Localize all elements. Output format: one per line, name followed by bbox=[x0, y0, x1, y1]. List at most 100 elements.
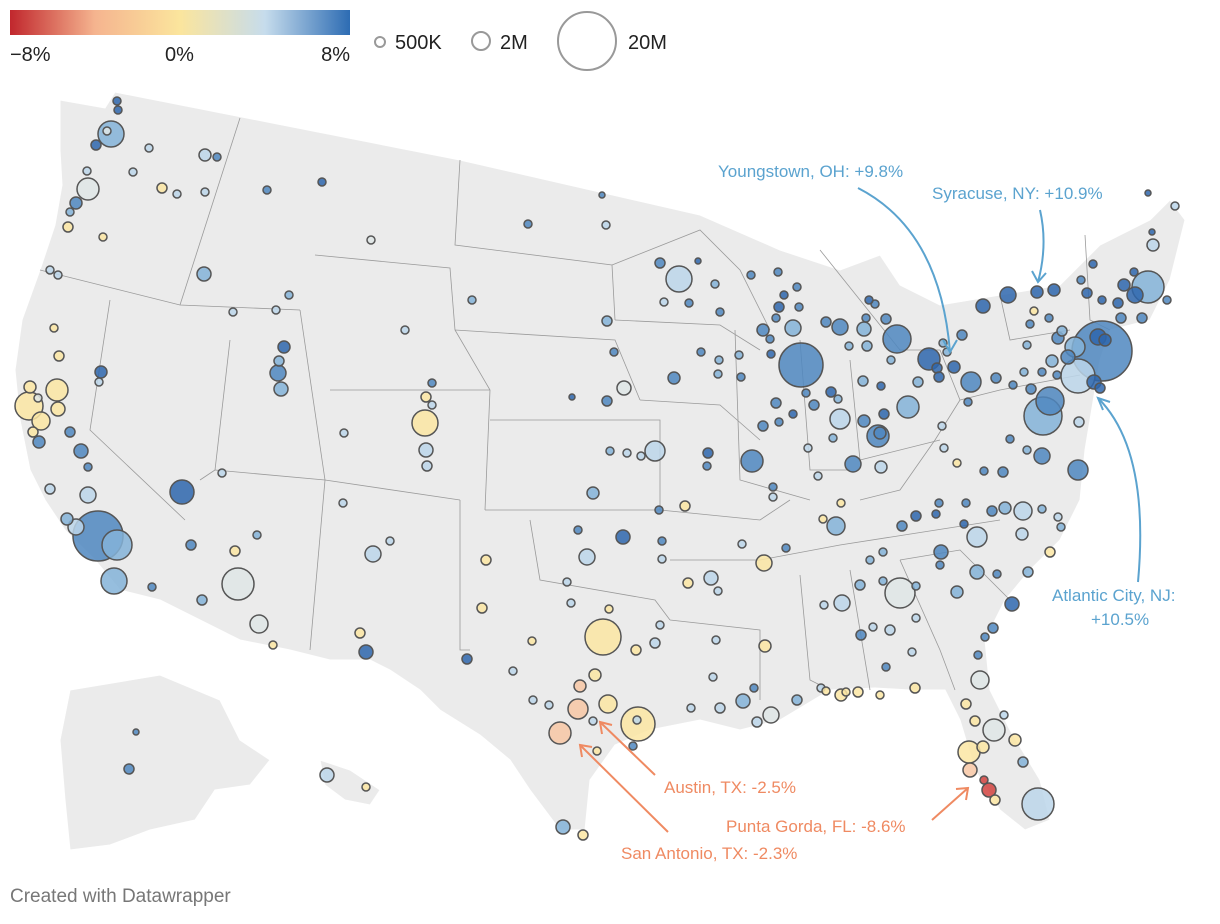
city-bubble[interactable] bbox=[933, 544, 949, 560]
city-bubble[interactable] bbox=[856, 321, 872, 337]
city-bubble[interactable] bbox=[852, 686, 864, 698]
city-bubble[interactable] bbox=[1112, 297, 1124, 309]
city-bubble[interactable] bbox=[1013, 501, 1033, 521]
city-bubble[interactable] bbox=[113, 105, 123, 115]
city-bubble[interactable] bbox=[987, 622, 999, 634]
city-bubble[interactable] bbox=[601, 315, 613, 327]
city-bubble[interactable] bbox=[694, 257, 702, 265]
city-bubble[interactable] bbox=[338, 498, 348, 508]
city-bubble[interactable] bbox=[632, 715, 642, 725]
city-bubble[interactable] bbox=[421, 460, 433, 472]
city-bubble[interactable] bbox=[655, 620, 665, 630]
city-bubble[interactable] bbox=[33, 393, 43, 403]
city-bubble[interactable] bbox=[708, 672, 718, 682]
city-bubble[interactable] bbox=[711, 635, 721, 645]
city-bubble[interactable] bbox=[97, 120, 125, 148]
city-bubble[interactable] bbox=[23, 380, 37, 394]
city-bubble[interactable] bbox=[196, 594, 208, 606]
city-bubble[interactable] bbox=[961, 498, 971, 508]
city-bubble[interactable] bbox=[880, 313, 892, 325]
city-bubble[interactable] bbox=[228, 307, 238, 317]
city-bubble[interactable] bbox=[714, 702, 726, 714]
city-bubble[interactable] bbox=[710, 279, 720, 289]
city-bubble[interactable] bbox=[649, 637, 661, 649]
city-bubble[interactable] bbox=[841, 687, 851, 697]
city-bubble[interactable] bbox=[990, 372, 1002, 384]
city-bubble[interactable] bbox=[573, 679, 587, 693]
city-bubble[interactable] bbox=[644, 440, 666, 462]
city-bubble[interactable] bbox=[249, 614, 269, 634]
city-bubble[interactable] bbox=[1045, 354, 1059, 368]
city-bubble[interactable] bbox=[715, 307, 725, 317]
city-bubble[interactable] bbox=[1029, 306, 1039, 316]
city-bubble[interactable] bbox=[76, 177, 100, 201]
city-bubble[interactable] bbox=[933, 371, 945, 383]
city-bubble[interactable] bbox=[83, 462, 93, 472]
city-bubble[interactable] bbox=[703, 570, 719, 586]
city-bubble[interactable] bbox=[480, 554, 492, 566]
city-bubble[interactable] bbox=[696, 347, 706, 357]
city-bubble[interactable] bbox=[910, 510, 922, 522]
city-bubble[interactable] bbox=[628, 741, 638, 751]
city-bubble[interactable] bbox=[273, 355, 285, 367]
city-bubble[interactable] bbox=[102, 126, 112, 136]
city-bubble[interactable] bbox=[657, 536, 667, 546]
city-bubble[interactable] bbox=[828, 433, 838, 443]
city-bubble[interactable] bbox=[878, 576, 888, 586]
city-bubble[interactable] bbox=[32, 435, 46, 449]
city-bubble[interactable] bbox=[427, 400, 437, 410]
city-bubble[interactable] bbox=[567, 698, 589, 720]
city-bubble[interactable] bbox=[128, 167, 138, 177]
city-bubble[interactable] bbox=[1170, 201, 1180, 211]
city-bubble[interactable] bbox=[665, 265, 693, 293]
city-bubble[interactable] bbox=[962, 762, 978, 778]
city-bubble[interactable] bbox=[997, 466, 1009, 478]
city-bubble[interactable] bbox=[366, 235, 376, 245]
city-bubble[interactable] bbox=[1037, 367, 1047, 377]
city-bubble[interactable] bbox=[746, 270, 756, 280]
city-bubble[interactable] bbox=[601, 220, 611, 230]
city-bubble[interactable] bbox=[960, 371, 982, 393]
city-bubble[interactable] bbox=[601, 395, 613, 407]
city-bubble[interactable] bbox=[568, 393, 576, 401]
city-bubble[interactable] bbox=[277, 340, 291, 354]
city-bubble[interactable] bbox=[1115, 312, 1127, 324]
city-bubble[interactable] bbox=[132, 728, 140, 736]
city-bubble[interactable] bbox=[884, 577, 916, 609]
city-bubble[interactable] bbox=[957, 740, 981, 764]
city-bubble[interactable] bbox=[461, 653, 473, 665]
city-bubble[interactable] bbox=[27, 426, 39, 438]
city-bubble[interactable] bbox=[734, 350, 744, 360]
city-bubble[interactable] bbox=[829, 408, 851, 430]
city-bubble[interactable] bbox=[1126, 286, 1144, 304]
city-bubble[interactable] bbox=[79, 486, 97, 504]
city-bubble[interactable] bbox=[584, 618, 622, 656]
city-bubble[interactable] bbox=[1144, 189, 1152, 197]
city-bubble[interactable] bbox=[956, 329, 968, 341]
city-bubble[interactable] bbox=[998, 501, 1012, 515]
city-bubble[interactable] bbox=[64, 426, 76, 438]
city-bubble[interactable] bbox=[200, 187, 210, 197]
city-bubble[interactable] bbox=[758, 639, 772, 653]
city-bubble[interactable] bbox=[911, 581, 921, 591]
city-bubble[interactable] bbox=[1148, 228, 1156, 236]
city-bubble[interactable] bbox=[749, 683, 759, 693]
city-bubble[interactable] bbox=[868, 622, 878, 632]
city-bubble[interactable] bbox=[467, 295, 477, 305]
city-bubble[interactable] bbox=[1117, 278, 1131, 292]
city-bubble[interactable] bbox=[90, 139, 102, 151]
city-bubble[interactable] bbox=[1008, 733, 1022, 747]
city-bubble[interactable] bbox=[737, 539, 747, 549]
city-bubble[interactable] bbox=[339, 428, 349, 438]
city-bubble[interactable] bbox=[269, 364, 287, 382]
city-bubble[interactable] bbox=[751, 716, 763, 728]
city-bubble[interactable] bbox=[975, 298, 991, 314]
city-bubble[interactable] bbox=[1044, 313, 1054, 323]
city-bubble[interactable] bbox=[169, 479, 195, 505]
city-bubble[interactable] bbox=[609, 347, 619, 357]
city-bubble[interactable] bbox=[262, 185, 272, 195]
city-bubble[interactable] bbox=[794, 302, 804, 312]
city-bubble[interactable] bbox=[123, 763, 135, 775]
city-bubble[interactable] bbox=[98, 232, 108, 242]
city-bubble[interactable] bbox=[588, 716, 598, 726]
